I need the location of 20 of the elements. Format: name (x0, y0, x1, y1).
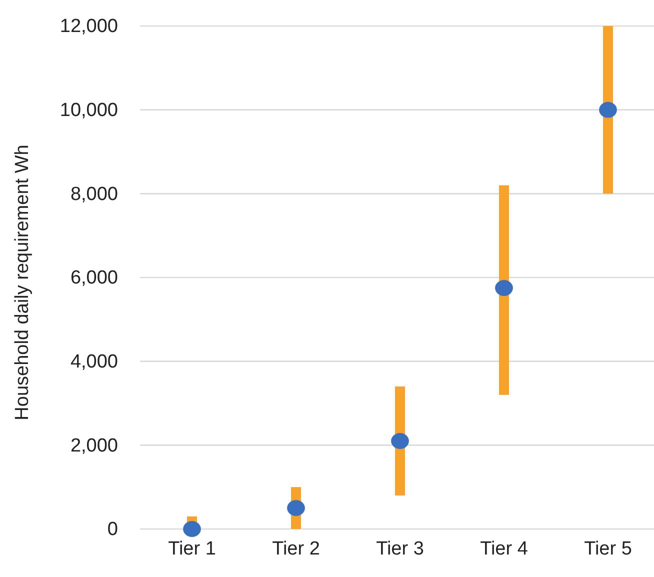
x-tick-label: Tier 2 (272, 538, 320, 560)
y-tick-label: 4,000 (70, 351, 118, 372)
y-tick-label: 6,000 (70, 268, 118, 289)
y-axis-title: Household daily requirement Wh (12, 144, 33, 420)
point (495, 280, 513, 296)
y-tick-label: 0 (107, 519, 118, 540)
bar (603, 26, 613, 194)
point (599, 102, 617, 118)
x-tick-label: Tier 5 (584, 538, 632, 560)
point (183, 521, 201, 537)
y-tick-label: 8,000 (70, 184, 118, 205)
bar (499, 185, 509, 395)
y-tick-label: 2,000 (70, 435, 118, 456)
x-tick-label: Tier 1 (168, 538, 216, 560)
y-tick-label: 10,000 (60, 100, 118, 121)
point (391, 433, 409, 449)
x-tick-label: Tier 3 (376, 538, 424, 560)
point (287, 500, 305, 516)
x-tick-label: Tier 4 (480, 538, 528, 560)
y-tick-label: 12,000 (60, 16, 118, 38)
